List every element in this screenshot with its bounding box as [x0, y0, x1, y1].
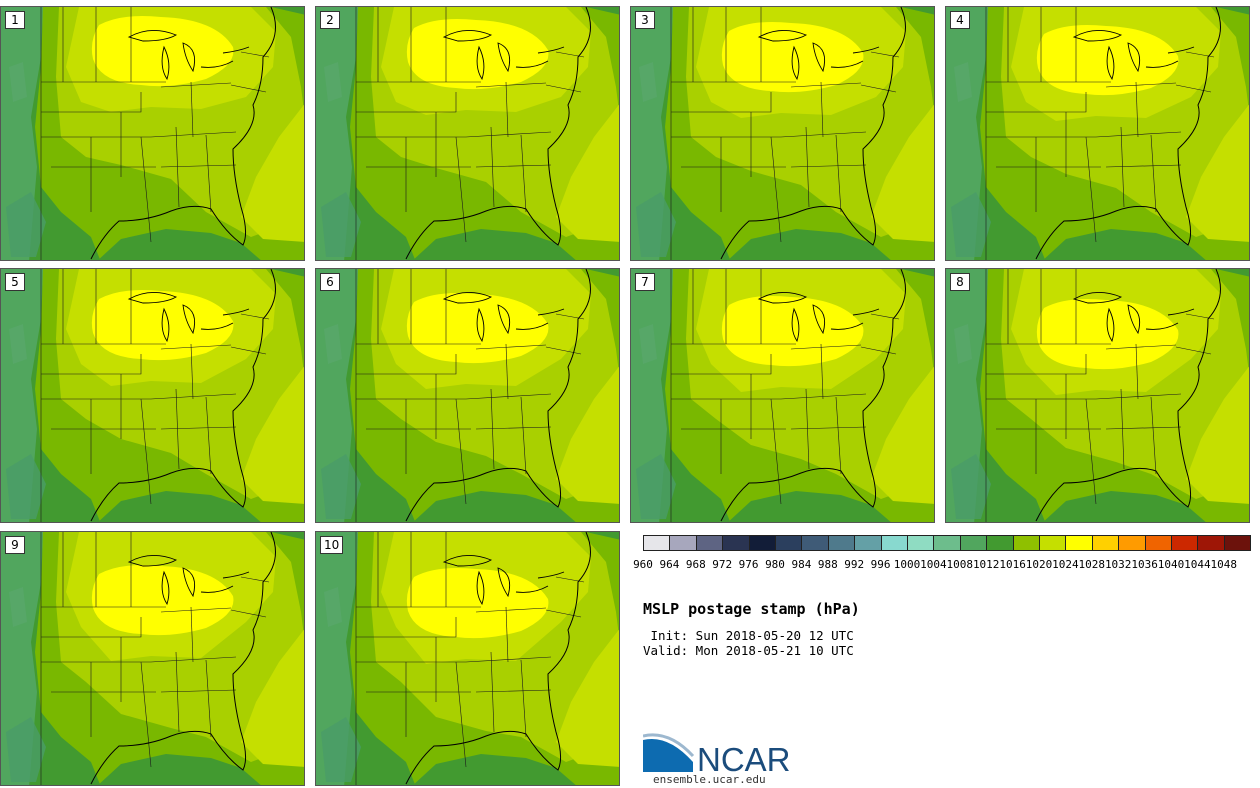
chart-title: MSLP postage stamp (hPa)	[643, 600, 860, 618]
colorbar-tick-label: 960	[633, 558, 653, 571]
mslp-map	[316, 532, 619, 785]
colorbar-tick-label: 980	[765, 558, 785, 571]
colorbar-swatch	[854, 535, 882, 551]
colorbar-swatch	[801, 535, 829, 551]
colorbar-tick-label: 1040	[1157, 558, 1185, 571]
colorbar-swatch	[933, 535, 961, 551]
colorbar-swatch	[1039, 535, 1067, 551]
panel-number-label: 2	[320, 11, 340, 29]
panel-number-label: 5	[5, 273, 25, 291]
mslp-map	[1, 532, 304, 785]
map-panel-2: 2	[315, 6, 620, 261]
colorbar-swatch	[1012, 535, 1040, 551]
init-time: Init: Sun 2018-05-20 12 UTC	[643, 628, 854, 643]
colorbar-swatch	[1091, 535, 1120, 551]
colorbar-swatch	[643, 535, 671, 551]
panel-number-label: 6	[320, 273, 340, 291]
panel-number-label: 7	[635, 273, 655, 291]
colorbar-swatch	[1197, 535, 1225, 551]
colorbar-swatch	[695, 535, 724, 551]
colorbar-tick-label: 1028	[1078, 558, 1106, 571]
colorbar-tick-label: 1012	[972, 558, 1000, 571]
colorbar-tick-label: 1032	[1104, 558, 1132, 571]
map-panel-7: 7	[630, 268, 935, 523]
colorbar-tick-label: 1004	[920, 558, 947, 571]
panel-number-label: 10	[320, 536, 344, 554]
panel-number-label: 9	[5, 536, 25, 554]
mslp-map	[946, 269, 1249, 522]
colorbar-tick-label: 984	[791, 558, 812, 571]
colorbar-tick-label: 1000	[893, 558, 921, 571]
valid-time: Valid: Mon 2018-05-21 10 UTC	[643, 643, 854, 658]
colorbar-tick-label: 996	[870, 558, 891, 571]
colorbar-swatch	[1118, 535, 1146, 551]
logo-url: ensemble.ucar.edu	[653, 773, 766, 786]
colorbar-swatch	[880, 535, 908, 551]
colorbar-swatch	[669, 535, 697, 551]
map-panel-10: 10	[315, 531, 620, 786]
logo-wordmark: NCAR	[697, 741, 791, 777]
panel-number-label: 1	[5, 11, 25, 29]
colorbar-tick-label: 964	[659, 558, 680, 571]
panel-number-label: 4	[950, 11, 970, 29]
map-panel-6: 6	[315, 268, 620, 523]
mslp-map	[631, 7, 934, 260]
ncar-logo: NCAR	[643, 733, 791, 777]
map-panel-3: 3	[630, 6, 935, 261]
colorbar-swatch	[907, 535, 935, 551]
colorbar-tick-label: 1048	[1210, 558, 1238, 571]
colorbar-swatch	[722, 535, 750, 551]
colorbar-swatch	[775, 535, 803, 551]
colorbar-tick-label: 1036	[1131, 558, 1158, 571]
colorbar-tick-label: 972	[712, 558, 733, 571]
panel-number-label: 3	[635, 11, 655, 29]
map-panel-1: 1	[0, 6, 305, 261]
map-panel-9: 9	[0, 531, 305, 786]
map-panel-8: 8	[945, 268, 1250, 523]
colorbar-tick-label: 976	[738, 558, 759, 571]
colorbar-tick-label: 1020	[1025, 558, 1053, 571]
colorbar-swatch	[1171, 535, 1199, 551]
colorbar-swatch	[1223, 535, 1252, 551]
colorbar-tick-label: 1024	[1052, 558, 1079, 571]
colorbar-tick-label: 992	[844, 558, 865, 571]
mslp-map	[1, 7, 304, 260]
colorbar-tick-label: 968	[685, 558, 706, 571]
colorbar-swatch	[1144, 535, 1172, 551]
mslp-map	[946, 7, 1249, 260]
mslp-map	[316, 7, 619, 260]
colorbar-swatch	[827, 535, 856, 551]
colorbar-tick-label: 1016	[999, 558, 1026, 571]
map-panel-4: 4	[945, 6, 1250, 261]
colorbar-tick-label: 1044	[1184, 558, 1211, 571]
mslp-map	[1, 269, 304, 522]
colorbar-swatch	[748, 535, 776, 551]
colorbar-tick-label: 1008	[946, 558, 974, 571]
map-panel-5: 5	[0, 268, 305, 523]
panel-number-label: 8	[950, 273, 970, 291]
colorbar-swatch	[959, 535, 988, 551]
colorbar-tick-label: 988	[817, 558, 838, 571]
mslp-map	[316, 269, 619, 522]
colorbar-swatch	[986, 535, 1014, 551]
colorbar-swatch	[1065, 535, 1093, 551]
mslp-map	[631, 269, 934, 522]
